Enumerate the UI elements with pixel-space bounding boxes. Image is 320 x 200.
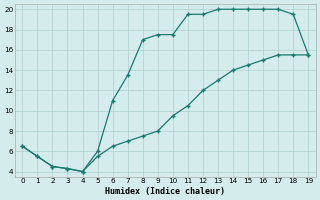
X-axis label: Humidex (Indice chaleur): Humidex (Indice chaleur) <box>105 187 225 196</box>
